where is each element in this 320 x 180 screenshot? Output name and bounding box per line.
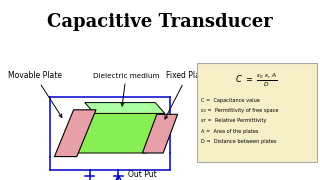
Text: Out Put: Out Put bbox=[128, 170, 157, 179]
Text: $C\ =\ \frac{\varepsilon_0\ \varepsilon_r\ A}{D}$: $C\ =\ \frac{\varepsilon_0\ \varepsilon_… bbox=[235, 71, 277, 89]
FancyBboxPatch shape bbox=[197, 63, 317, 162]
Polygon shape bbox=[75, 113, 165, 153]
Text: A =  Area of the plates: A = Area of the plates bbox=[201, 129, 258, 134]
Text: Dielectric medium: Dielectric medium bbox=[93, 73, 159, 106]
Text: Movable Plate: Movable Plate bbox=[8, 71, 62, 117]
Text: D =  Distance between plates: D = Distance between plates bbox=[201, 139, 276, 144]
Text: εr =  Relative Permittivity: εr = Relative Permittivity bbox=[201, 118, 266, 123]
Text: Fixed Plate: Fixed Plate bbox=[165, 71, 208, 119]
Text: Capacitive Transducer: Capacitive Transducer bbox=[47, 13, 273, 31]
Text: C =  Capacitance value: C = Capacitance value bbox=[201, 98, 260, 103]
Polygon shape bbox=[142, 114, 178, 153]
Text: ε₀ =  Permittivity of free space: ε₀ = Permittivity of free space bbox=[201, 108, 278, 113]
Polygon shape bbox=[54, 110, 96, 157]
Polygon shape bbox=[85, 103, 165, 113]
